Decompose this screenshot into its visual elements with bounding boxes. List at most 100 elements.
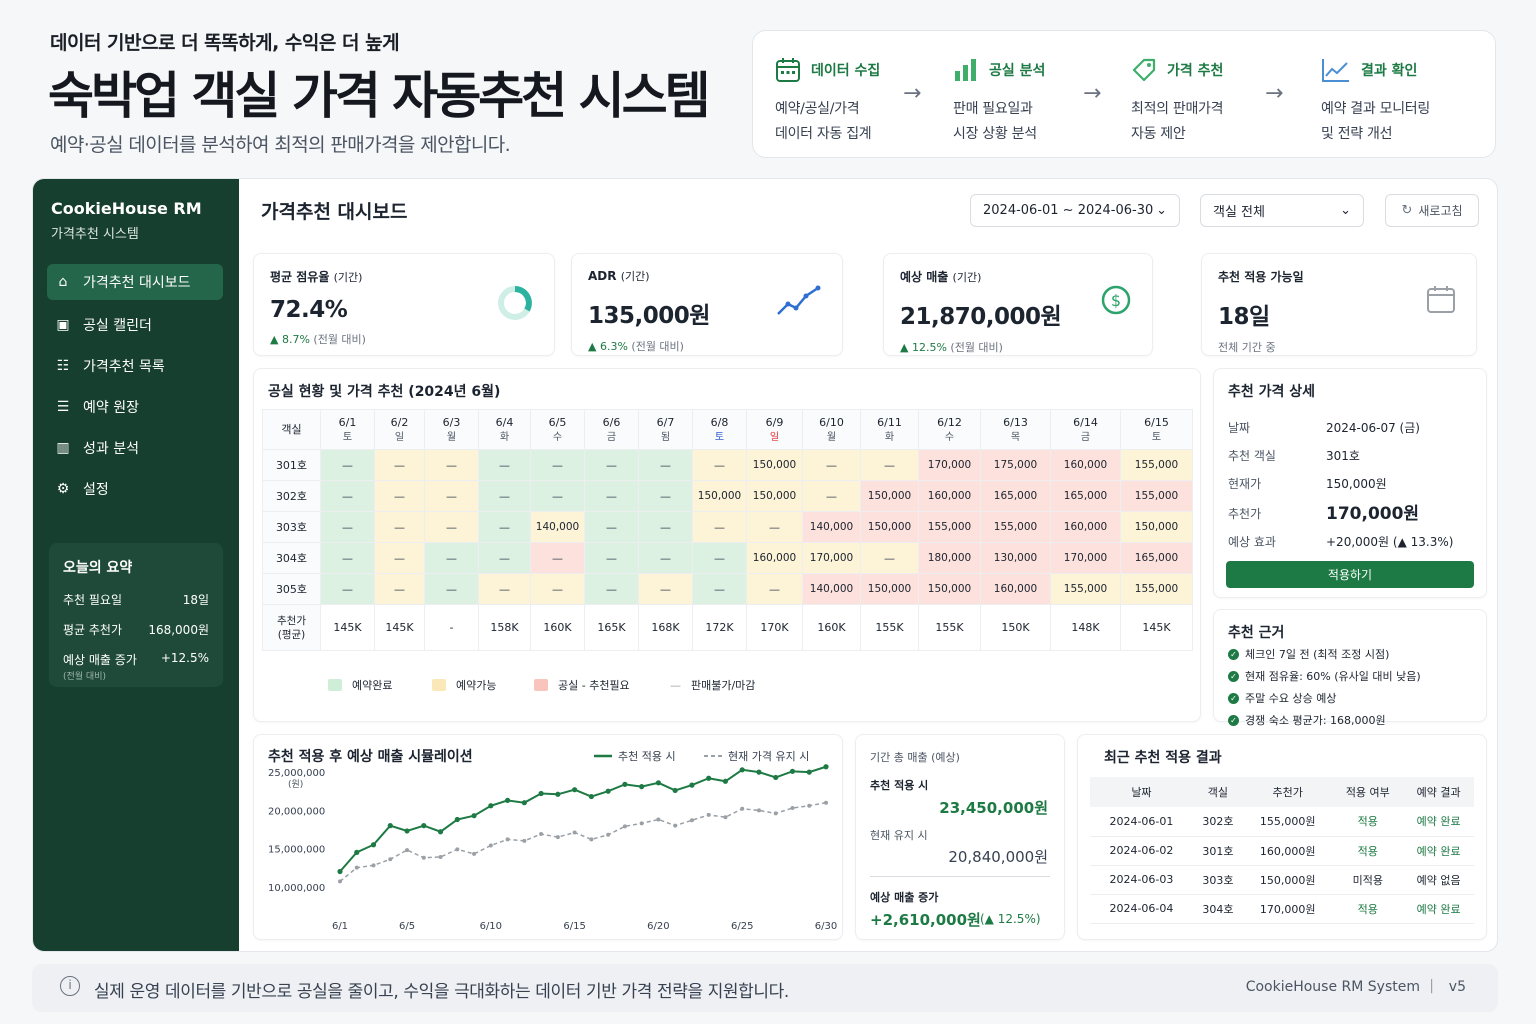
weekday-label: 목: [1010, 431, 1021, 443]
price-cell[interactable]: 150,000: [860, 480, 919, 512]
price-cell[interactable]: 150,000: [692, 480, 747, 512]
price-cell[interactable]: —: [530, 449, 585, 481]
price-cell[interactable]: 155,000: [1120, 480, 1193, 512]
price-cell[interactable]: —: [424, 511, 479, 543]
price-cell[interactable]: 155,000: [1120, 573, 1193, 605]
date-label: 6/5: [548, 415, 567, 429]
price-cell[interactable]: —: [478, 542, 531, 574]
price-cell[interactable]: —: [530, 480, 585, 512]
price-cell[interactable]: —: [638, 449, 693, 481]
price-cell[interactable]: 150,000: [860, 573, 919, 605]
price-cell[interactable]: —: [424, 542, 479, 574]
price-cell[interactable]: —: [424, 449, 479, 481]
room-filter-select[interactable]: 객실 전체 ⌄: [1200, 194, 1364, 227]
legend-label: 판매불가/마감: [691, 679, 756, 692]
price-cell[interactable]: 170,000: [918, 449, 981, 481]
price-cell[interactable]: —: [692, 542, 747, 574]
price-cell[interactable]: —: [374, 542, 425, 574]
price-cell[interactable]: 155,000: [918, 511, 981, 543]
sidebar-item-calendar[interactable]: ▣ 공실 캘린더: [47, 307, 223, 343]
price-cell[interactable]: 155,000: [1120, 449, 1193, 481]
price-cell[interactable]: —: [478, 480, 531, 512]
price-cell[interactable]: —: [374, 480, 425, 512]
price-cell[interactable]: —: [478, 449, 531, 481]
price-cell[interactable]: —: [374, 511, 425, 543]
price-cell[interactable]: —: [860, 449, 919, 481]
data-point: [405, 848, 410, 853]
price-cell[interactable]: 170,000: [802, 542, 861, 574]
price-cell[interactable]: 155,000: [1050, 573, 1121, 605]
price-cell[interactable]: 165,000: [1120, 542, 1193, 574]
price-cell[interactable]: —: [424, 480, 479, 512]
price-cell[interactable]: 165,000: [1050, 480, 1121, 512]
refresh-button[interactable]: ↻ 새로고침: [1385, 194, 1479, 227]
price-cell[interactable]: —: [584, 511, 639, 543]
price-cell[interactable]: —: [374, 573, 425, 605]
price-cell[interactable]: —: [584, 480, 639, 512]
price-cell[interactable]: —: [692, 449, 747, 481]
price-cell[interactable]: 150,000: [860, 511, 919, 543]
sidebar-item-performance[interactable]: ▥ 성과 분석: [47, 430, 223, 466]
price-cell[interactable]: 160,000: [918, 480, 981, 512]
data-point: [656, 817, 661, 822]
apply-button[interactable]: 적용하기: [1226, 561, 1474, 588]
price-cell[interactable]: 165,000: [980, 480, 1051, 512]
sidebar-item-dashboard[interactable]: ⌂ 가격추천 대시보드: [47, 264, 223, 300]
price-cell[interactable]: —: [320, 480, 375, 512]
price-cell[interactable]: —: [320, 573, 375, 605]
price-cell[interactable]: —: [530, 573, 585, 605]
price-cell[interactable]: —: [638, 542, 693, 574]
average-price: 160K: [530, 604, 585, 651]
calendar-icon: [776, 58, 800, 82]
price-cell[interactable]: —: [584, 542, 639, 574]
price-cell[interactable]: —: [802, 480, 861, 512]
check-icon: ✓: [1228, 670, 1239, 682]
price-cell[interactable]: 150,000: [918, 573, 981, 605]
price-cell[interactable]: —: [320, 511, 375, 543]
price-cell[interactable]: 160,000: [1050, 511, 1121, 543]
price-cell[interactable]: 160,000: [746, 542, 803, 574]
price-cell[interactable]: —: [374, 449, 425, 481]
price-cell[interactable]: —: [478, 573, 531, 605]
price-cell[interactable]: —: [584, 573, 639, 605]
average-price: 158K: [478, 604, 531, 651]
sidebar-item-ledger[interactable]: ☰ 예약 원장: [47, 389, 223, 425]
average-price: 155K: [860, 604, 919, 651]
price-cell[interactable]: —: [746, 511, 803, 543]
price-cell[interactable]: —: [692, 511, 747, 543]
price-cell[interactable]: —: [746, 573, 803, 605]
price-cell[interactable]: —: [530, 542, 585, 574]
price-cell[interactable]: 140,000: [802, 511, 861, 543]
price-cell[interactable]: 160,000: [1050, 449, 1121, 481]
price-cell[interactable]: 170,000: [1050, 542, 1121, 574]
price-cell[interactable]: 150,000: [746, 480, 803, 512]
price-cell[interactable]: —: [638, 480, 693, 512]
price-cell[interactable]: —: [802, 449, 861, 481]
price-cell[interactable]: —: [638, 511, 693, 543]
totals-increase-value: +2,610,000원: [870, 911, 981, 929]
price-cell[interactable]: —: [320, 449, 375, 481]
price-cell[interactable]: —: [692, 573, 747, 605]
price-cell[interactable]: —: [860, 542, 919, 574]
price-cell[interactable]: 140,000: [802, 573, 861, 605]
date-range-select[interactable]: 2024-06-01 ~ 2024-06-30 ⌄: [970, 194, 1180, 227]
price-cell[interactable]: 175,000: [980, 449, 1051, 481]
price-cell[interactable]: 180,000: [918, 542, 981, 574]
price-cell[interactable]: —: [320, 542, 375, 574]
price-cell[interactable]: —: [584, 449, 639, 481]
price-cell[interactable]: 150,000: [1120, 511, 1193, 543]
date-label: 6/13: [1003, 415, 1028, 429]
price-cell[interactable]: —: [478, 511, 531, 543]
legend-label: 예약가능: [456, 679, 497, 692]
price-cell[interactable]: 155,000: [980, 511, 1051, 543]
price-cell[interactable]: 140,000: [530, 511, 585, 543]
price-cell[interactable]: 130,000: [980, 542, 1051, 574]
reason-text: 주말 수요 상승 예상: [1245, 692, 1337, 705]
price-cell[interactable]: 150,000: [746, 449, 803, 481]
date-header: 6/14 금: [1050, 409, 1121, 450]
sidebar-item-price-list[interactable]: ☷ 가격추천 목록: [47, 348, 223, 384]
price-cell[interactable]: —: [424, 573, 479, 605]
price-cell[interactable]: 160,000: [980, 573, 1051, 605]
price-cell[interactable]: —: [638, 573, 693, 605]
sidebar-item-settings[interactable]: ⚙ 설정: [47, 471, 223, 507]
